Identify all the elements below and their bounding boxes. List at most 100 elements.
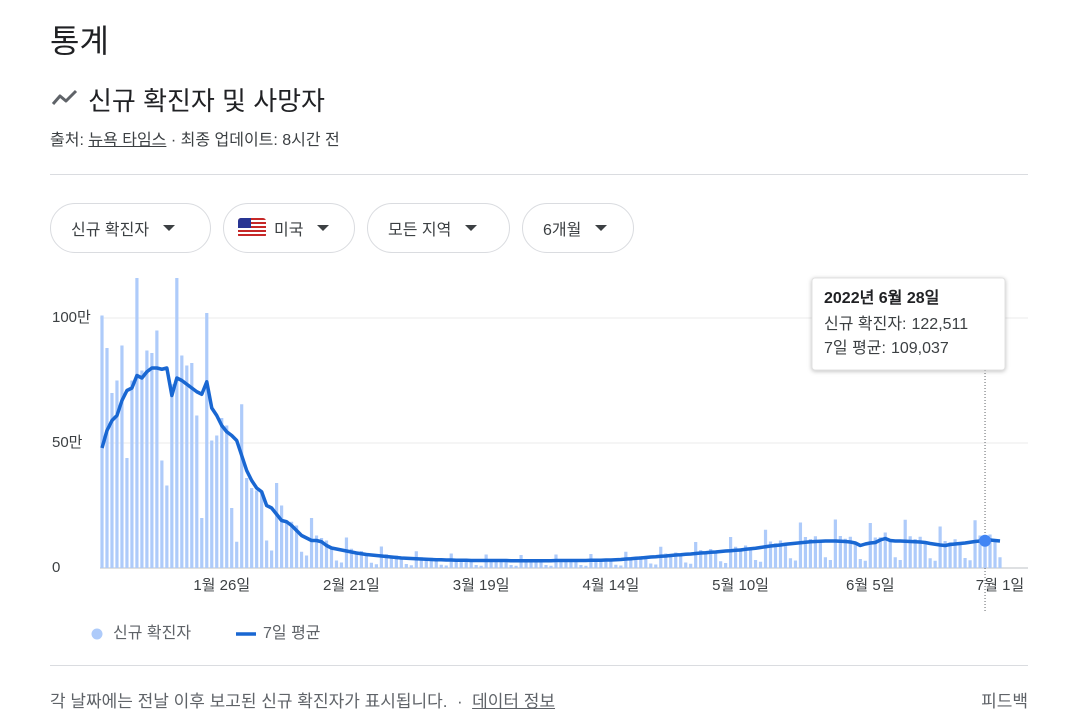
bar [868, 523, 872, 568]
bar [644, 557, 648, 568]
tooltip-value: 122,511 [912, 316, 969, 333]
bar [669, 554, 673, 568]
bar [943, 541, 947, 568]
chip-label: 신규 확진자 [71, 222, 150, 239]
bar [778, 540, 783, 568]
tooltip-item: 7일 평균: 109,037 [824, 339, 949, 357]
updated: · 최종 업데이트: 8시간 전 [170, 132, 340, 149]
filter-chip[interactable]: 미국 [223, 203, 355, 253]
bar [594, 558, 598, 568]
bar [289, 521, 294, 568]
bar [399, 558, 403, 568]
bar [629, 557, 633, 568]
bar [813, 536, 818, 568]
bar [145, 350, 149, 568]
bar [165, 485, 169, 568]
bar [130, 380, 134, 568]
bar [404, 564, 408, 568]
bar [409, 565, 413, 568]
bar [574, 560, 578, 568]
bar [474, 565, 478, 568]
bar [479, 565, 483, 568]
bar [928, 558, 932, 568]
x-tick-label: 6월 5일 [846, 577, 894, 594]
bar [724, 563, 728, 568]
filter-chip[interactable]: 6개월 [522, 203, 634, 253]
bar [349, 548, 354, 568]
chip-label: 모든 지역 [388, 222, 452, 239]
divider [50, 665, 1028, 666]
bar [125, 458, 129, 568]
filter-chip[interactable]: 신규 확진자 [50, 203, 211, 253]
bar [539, 560, 543, 568]
bar [958, 543, 962, 568]
source-link[interactable]: 뉴욕 타임스 [88, 132, 167, 149]
tooltip-name: 7일 평균: [824, 339, 886, 357]
bar [564, 559, 568, 568]
bar [753, 560, 758, 568]
hover-dot [979, 534, 992, 547]
bar [748, 548, 753, 568]
bar [314, 535, 319, 568]
bar [634, 557, 638, 568]
bar [245, 478, 249, 568]
bar [933, 560, 937, 568]
bar [773, 543, 778, 568]
bar [823, 557, 827, 568]
bar [569, 559, 573, 568]
bar [260, 493, 264, 568]
bar [798, 522, 803, 568]
bar [324, 540, 329, 568]
x-tick-label: 3월 19일 [453, 577, 510, 594]
bar [993, 540, 997, 568]
bar [858, 559, 862, 568]
bar [649, 563, 653, 568]
bar [175, 278, 179, 568]
bar [444, 565, 448, 568]
bar [883, 532, 887, 568]
bar [614, 564, 618, 568]
bar [579, 565, 583, 568]
filter-chip[interactable]: 모든 지역 [367, 203, 510, 253]
bar [818, 541, 822, 568]
data-info-link[interactable]: 데이터 정보 [472, 692, 556, 711]
bar [205, 313, 209, 568]
bar [304, 555, 309, 568]
bar [873, 537, 877, 568]
bar [319, 538, 324, 568]
bar [913, 539, 917, 568]
legend-label: 7일 평균 [263, 624, 321, 642]
chip-label: 6개월 [543, 222, 582, 239]
hover-bar [983, 537, 987, 568]
bar [464, 558, 468, 568]
source-line: 출처: 뉴욕 타임스 · 최종 업데이트: 8시간 전 [50, 126, 340, 150]
bar [294, 525, 299, 568]
bar [709, 549, 713, 568]
bar [265, 540, 269, 568]
bar [284, 520, 289, 568]
bar [120, 345, 124, 568]
bar [364, 554, 369, 568]
bar [828, 560, 832, 568]
bar [339, 562, 344, 568]
bar [719, 561, 723, 568]
bar [888, 540, 892, 568]
bar [439, 564, 443, 568]
subtitle: 신규 확진자 및 사망자 [88, 86, 325, 116]
bar [763, 529, 768, 568]
tooltip-value: 109,037 [891, 340, 949, 357]
bar [978, 535, 982, 568]
bar [968, 560, 972, 568]
legend-label: 신규 확진자 [113, 624, 191, 642]
bar [240, 404, 244, 568]
bar [714, 552, 718, 568]
tooltip-name: 신규 확진자: [824, 315, 907, 333]
bar [215, 435, 219, 568]
y-tick-label: 100만 [52, 309, 91, 326]
bar [459, 559, 463, 568]
bar [699, 550, 703, 568]
bar [105, 348, 109, 568]
tooltip-box [811, 277, 1006, 371]
feedback-link[interactable]: 피드백 [981, 692, 1028, 711]
divider [50, 174, 1028, 175]
